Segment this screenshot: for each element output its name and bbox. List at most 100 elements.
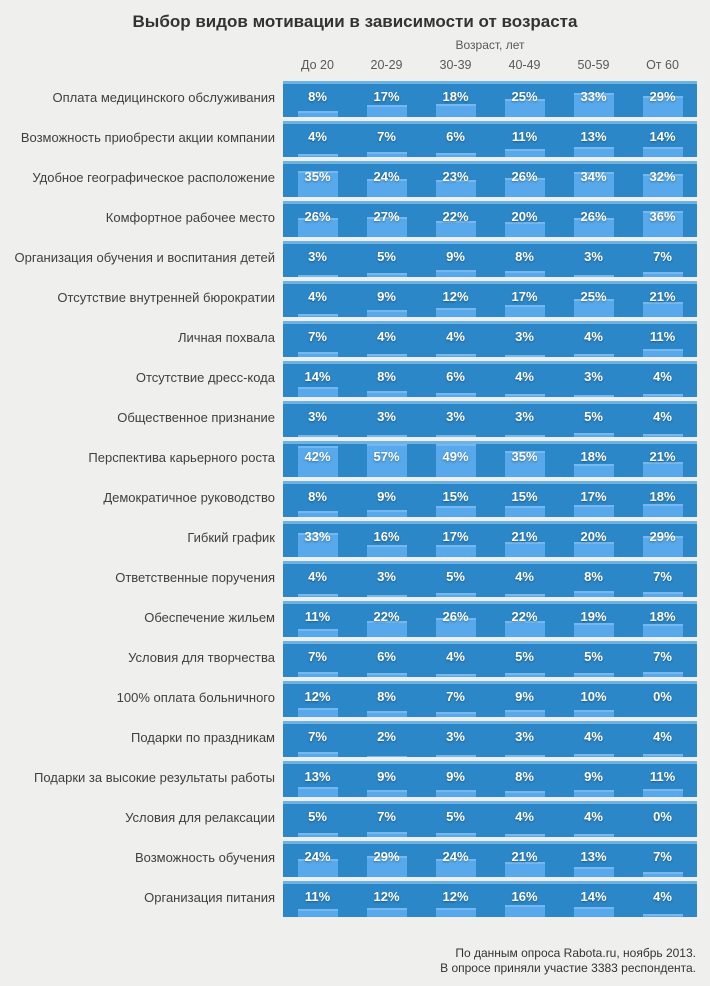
cell-value: 18% xyxy=(442,89,469,104)
value-bar xyxy=(504,304,545,317)
table-cell: 17% xyxy=(352,84,421,117)
age-column-header: От 60 xyxy=(646,58,679,72)
table-cell: 7% xyxy=(352,804,421,837)
cell-value: 16% xyxy=(373,529,400,544)
cell-value: 18% xyxy=(649,489,676,504)
value-bar xyxy=(366,855,407,877)
cell-value: 7% xyxy=(653,649,672,664)
value-bar xyxy=(573,433,614,437)
value-bar xyxy=(504,594,545,597)
row-label: Условия для релаксации xyxy=(125,809,275,825)
table-cell: 2% xyxy=(352,724,421,757)
column-header-area: Возраст, лет До 20 20-29 30-39 40-49 50-59 От… xyxy=(0,36,710,77)
cell-value: 11% xyxy=(304,609,331,624)
cell-value: 7% xyxy=(653,569,672,584)
value-bar xyxy=(573,504,614,517)
cell-value: 9% xyxy=(515,689,534,704)
table-cell: 4% xyxy=(559,804,628,837)
cell-value: 21% xyxy=(649,449,676,464)
table-cell: 6% xyxy=(352,644,421,677)
value-bar xyxy=(642,591,683,597)
row-label: Возможность приобрести акции компании xyxy=(20,129,275,145)
cell-value: 14% xyxy=(304,369,331,384)
age-column-header: До 20 xyxy=(301,58,334,72)
value-bar xyxy=(642,434,683,437)
cell-value: 4% xyxy=(515,369,534,384)
age-column-header: 20-29 xyxy=(370,58,403,72)
cell-value: 3% xyxy=(308,409,327,424)
cell-value: 26% xyxy=(442,609,469,624)
cell-value: 3% xyxy=(584,369,603,384)
value-bar xyxy=(366,755,407,757)
table-cell: 4% xyxy=(490,364,559,397)
table-row: Ответственные поручения 4% 3% 5% 4% 8% 7% xyxy=(0,557,710,597)
cell-value: 7% xyxy=(308,729,327,744)
value-bar xyxy=(366,545,407,557)
cell-value: 21% xyxy=(511,849,538,864)
cell-value: 3% xyxy=(515,409,534,424)
row-band: 14% 8% 6% 4% 3% 4% xyxy=(283,361,697,397)
table-row: Организация обучения и воспитания детей 3… xyxy=(0,237,710,277)
table-cell: 14% xyxy=(559,884,628,917)
value-bar xyxy=(573,463,614,477)
table-cell: 22% xyxy=(421,204,490,237)
row-label: Личная похвала xyxy=(177,329,275,345)
value-bar xyxy=(366,444,407,477)
table-cell: 57% xyxy=(352,444,421,477)
table-cell: 18% xyxy=(559,444,628,477)
table-cell: 11% xyxy=(628,764,697,797)
age-column-header: 40-49 xyxy=(508,58,541,72)
table-cell: 13% xyxy=(559,124,628,157)
table-cell: 4% xyxy=(283,124,352,157)
table-cell: 36% xyxy=(628,204,697,237)
value-bar xyxy=(435,308,476,317)
table-cell: 14% xyxy=(628,124,697,157)
row-label: 100% оплата больничного xyxy=(116,689,275,705)
cell-value: 9% xyxy=(446,769,465,784)
cell-value: 4% xyxy=(446,329,465,344)
value-bar xyxy=(435,711,476,717)
cell-value: 8% xyxy=(377,369,396,384)
value-bar xyxy=(366,391,407,397)
table-cell: 7% xyxy=(628,244,697,277)
cell-value: 35% xyxy=(511,449,538,464)
cell-value: 10% xyxy=(580,689,607,704)
cell-value: 3% xyxy=(446,729,465,744)
cell-value: 7% xyxy=(653,849,672,864)
value-bar xyxy=(573,906,614,917)
table-cell: 7% xyxy=(283,324,352,357)
table-row: Оплата медицинского обслуживания 8% 17% 18%… xyxy=(0,77,710,117)
table-cell: 35% xyxy=(283,164,352,197)
value-bar xyxy=(297,859,338,877)
cell-value: 11% xyxy=(511,129,538,144)
table-cell: 3% xyxy=(283,404,352,437)
table-cell: 4% xyxy=(559,724,628,757)
table-cell: 0% xyxy=(628,804,697,837)
row-label: Перспектива карьерного роста xyxy=(88,449,275,465)
cell-value: 26% xyxy=(304,209,331,224)
source-note: По данным опроса Rabota.ru, ноябрь 2013.… xyxy=(440,946,696,976)
cell-value: 7% xyxy=(377,809,396,824)
table-cell: 12% xyxy=(283,684,352,717)
cell-value: 9% xyxy=(377,489,396,504)
table-cell: 7% xyxy=(628,844,697,877)
cell-value: 22% xyxy=(442,209,469,224)
table-cell: 3% xyxy=(490,724,559,757)
table-cell: 11% xyxy=(628,324,697,357)
cell-value: 17% xyxy=(580,489,607,504)
value-bar xyxy=(573,298,614,317)
value-bar xyxy=(297,908,338,917)
value-bar xyxy=(435,444,476,477)
cell-value: 9% xyxy=(377,769,396,784)
value-bar xyxy=(435,908,476,917)
value-bar xyxy=(504,791,545,797)
row-band: 24% 29% 24% 21% 13% 7% xyxy=(283,841,697,877)
value-bar xyxy=(297,274,338,277)
cell-value: 17% xyxy=(373,89,400,104)
row-label: Оплата медицинского обслуживания xyxy=(52,89,276,105)
value-bar xyxy=(642,394,683,397)
value-bar xyxy=(297,111,338,117)
table-cell: 3% xyxy=(352,564,421,597)
value-bar xyxy=(573,172,614,197)
table-cell: 20% xyxy=(559,524,628,557)
